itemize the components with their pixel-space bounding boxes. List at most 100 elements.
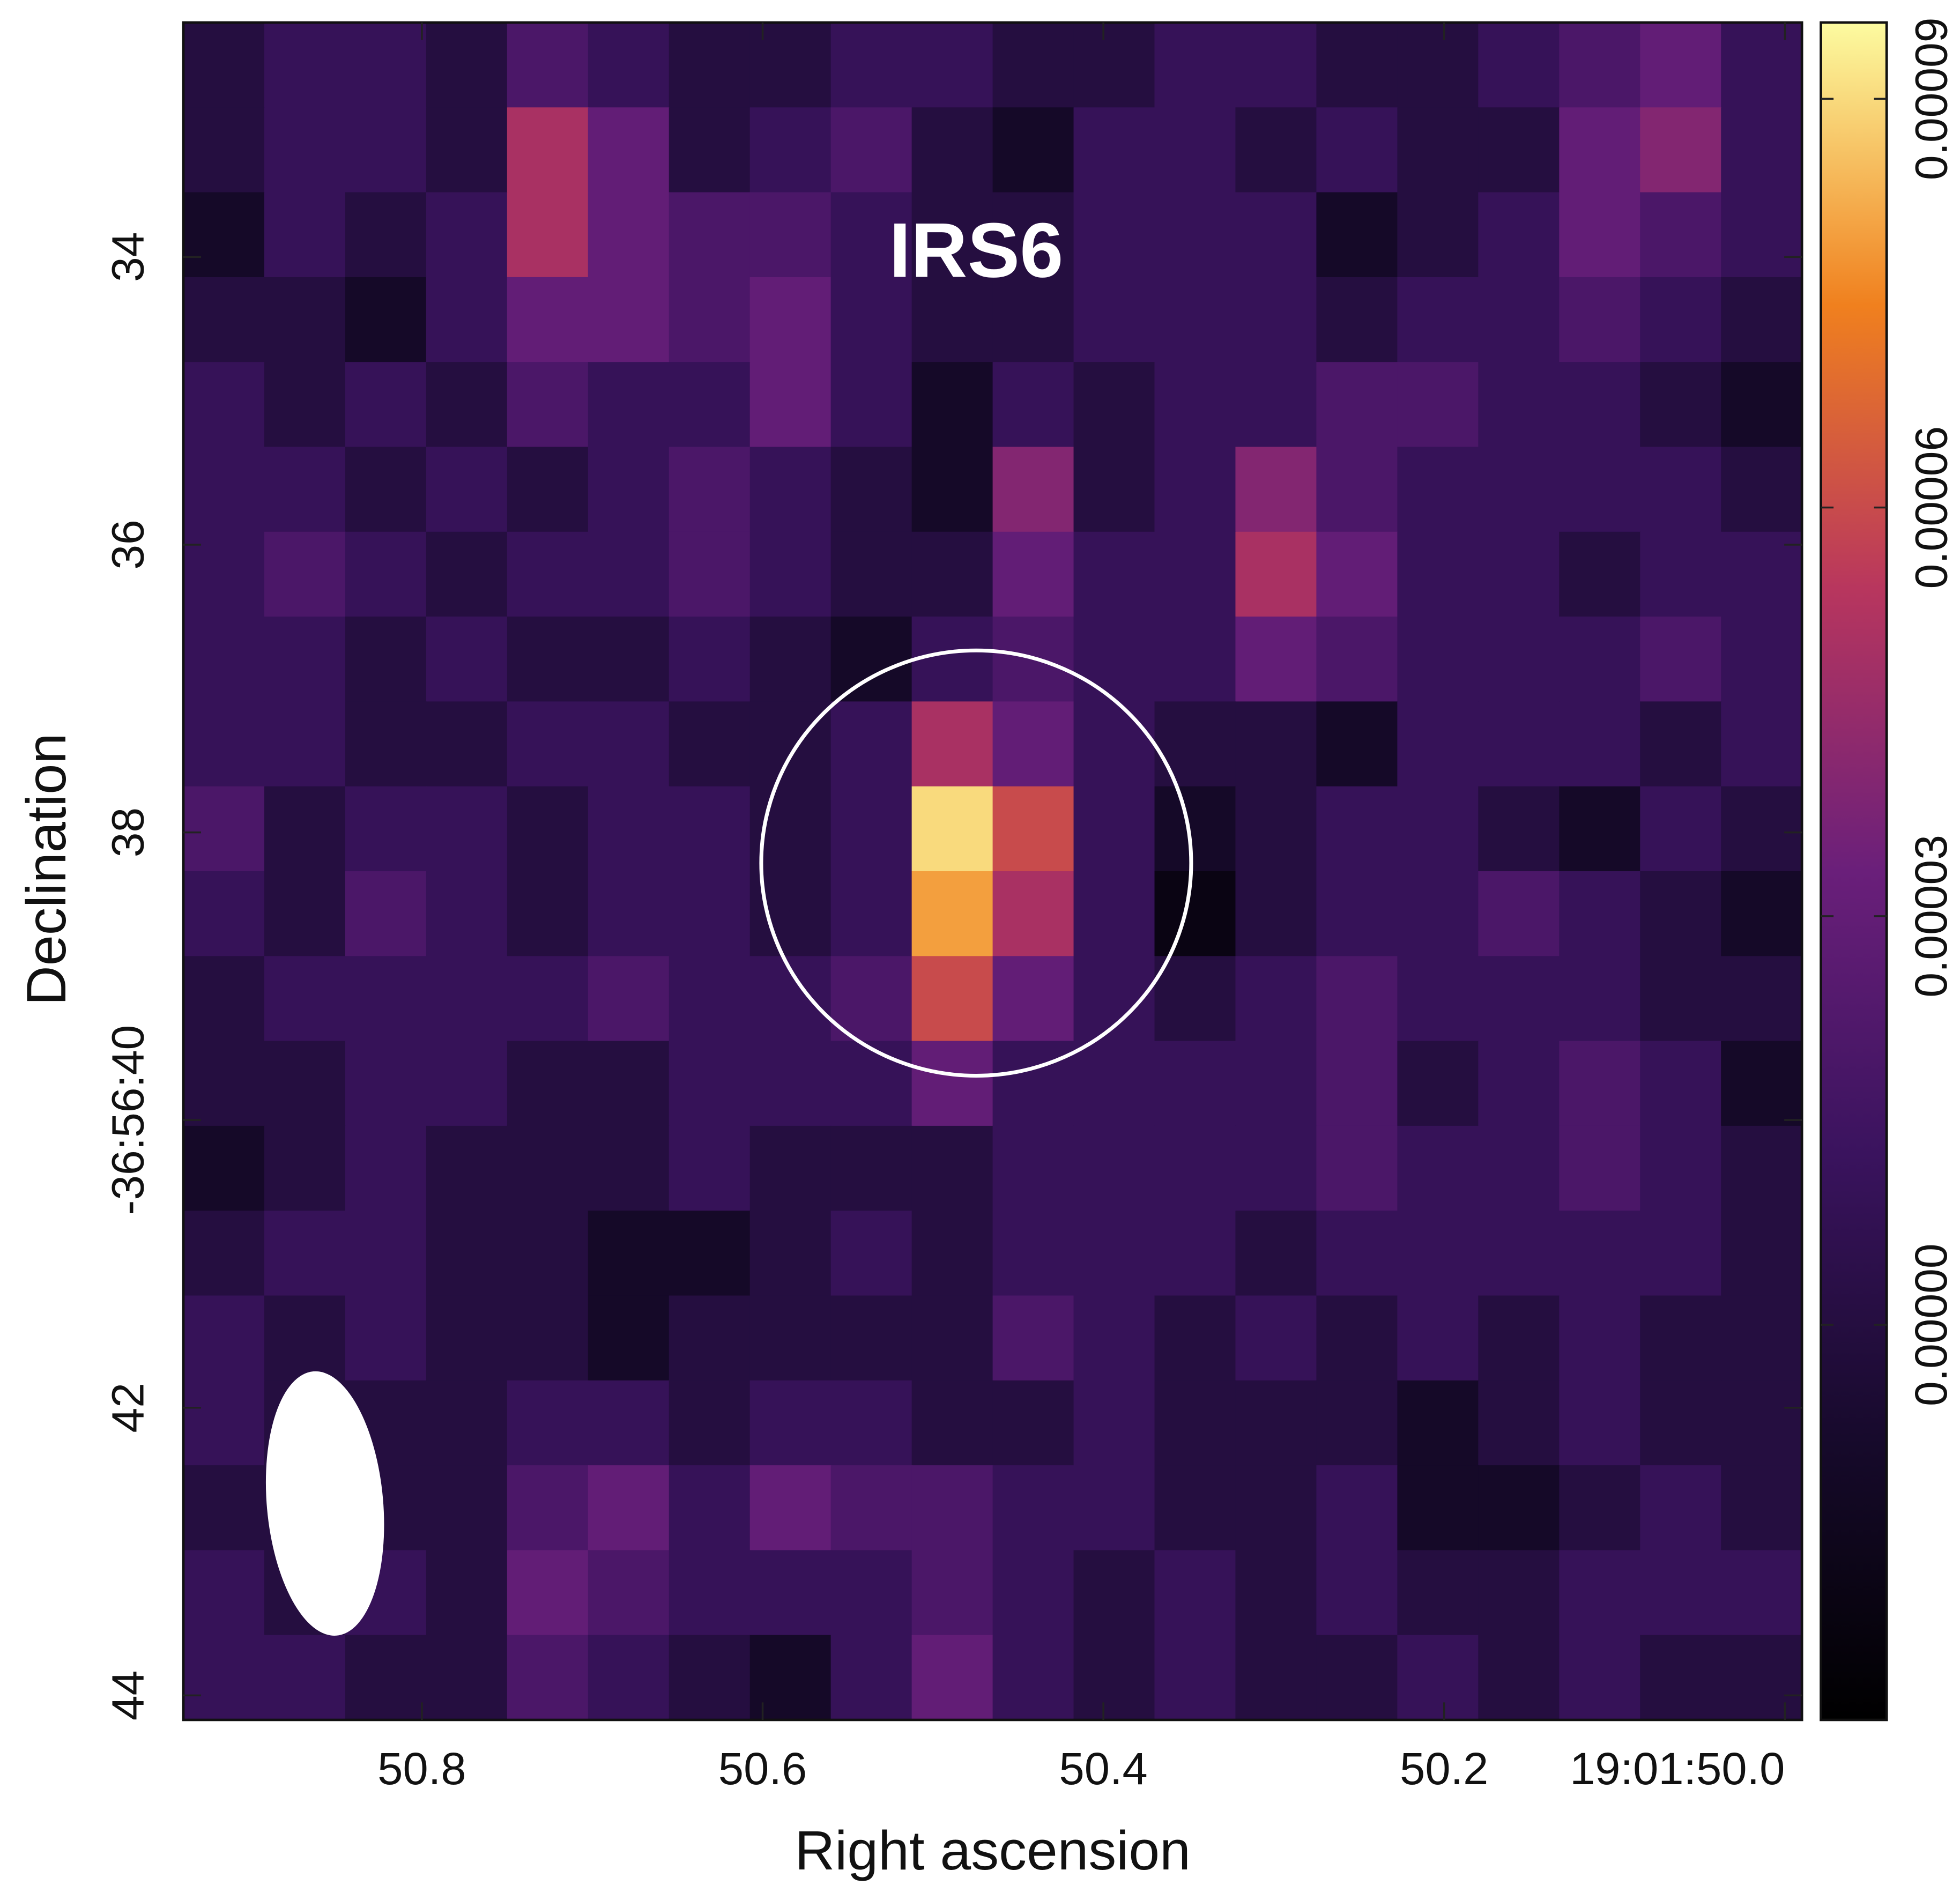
heatmap-cell bbox=[749, 1465, 832, 1551]
heatmap-cell bbox=[749, 362, 832, 448]
heatmap-cell bbox=[1154, 617, 1236, 702]
heatmap-cell bbox=[1640, 1550, 1722, 1636]
heatmap-cell bbox=[183, 1041, 265, 1127]
heatmap-cell bbox=[1559, 1125, 1641, 1212]
heatmap-cell bbox=[183, 1380, 265, 1466]
heatmap-cell bbox=[669, 107, 751, 193]
heatmap-cell bbox=[264, 362, 346, 448]
heatmap-cell bbox=[1478, 1295, 1560, 1382]
heatmap-cell bbox=[911, 1211, 994, 1296]
heatmap-cell bbox=[1721, 1295, 1803, 1382]
heatmap-cell bbox=[1640, 1041, 1722, 1127]
heatmap-cell bbox=[1721, 956, 1803, 1042]
heatmap-cell bbox=[345, 871, 427, 957]
heatmap-cell bbox=[1721, 1635, 1803, 1721]
heatmap-cell bbox=[1478, 362, 1560, 448]
heatmap-cell bbox=[1640, 1211, 1722, 1296]
heatmap-cell bbox=[1397, 447, 1479, 533]
heatmap-cell bbox=[992, 277, 1074, 363]
heatmap-cell bbox=[1721, 447, 1803, 533]
heatmap-cell bbox=[183, 871, 265, 957]
heatmap-cell bbox=[345, 107, 427, 193]
heatmap-cell bbox=[183, 362, 265, 448]
heatmap-cell bbox=[911, 22, 994, 108]
heatmap-cell bbox=[183, 956, 265, 1042]
heatmap-cell bbox=[183, 1635, 265, 1721]
heatmap-cell bbox=[588, 1295, 670, 1382]
heatmap-cell bbox=[1640, 107, 1722, 193]
heatmap-cell bbox=[992, 22, 1074, 108]
heatmap-cell bbox=[992, 1125, 1074, 1212]
heatmap-cell bbox=[1316, 107, 1398, 193]
axes: 50.8 50.6 50.4 50.2 19:01:50.0 34 36 38 -36:56:4… bbox=[102, 18, 1956, 1794]
heatmap-cell bbox=[911, 277, 994, 363]
heatmap-cell bbox=[1640, 362, 1722, 448]
heatmap-cell bbox=[588, 1041, 670, 1127]
heatmap-cell bbox=[669, 22, 751, 108]
heatmap-cell bbox=[911, 1380, 994, 1466]
heatmap-cell bbox=[1316, 871, 1398, 957]
heatmap-cell bbox=[345, 1041, 427, 1127]
heatmap-cell bbox=[507, 956, 589, 1042]
heatmap-cell bbox=[1154, 1380, 1236, 1466]
heatmap-cell bbox=[183, 531, 265, 618]
heatmap-cell bbox=[1721, 1041, 1803, 1127]
y-tick-label: 38 bbox=[102, 807, 153, 857]
x-axis-label: Right ascension bbox=[795, 1820, 1190, 1881]
heatmap-cell bbox=[1478, 1211, 1560, 1296]
heatmap-cell bbox=[830, 277, 913, 363]
source-circle bbox=[759, 648, 1193, 1078]
heatmap-cell bbox=[1397, 362, 1479, 448]
heatmap-cell bbox=[1154, 447, 1236, 533]
heatmap-cell bbox=[1154, 701, 1236, 788]
heatmap-cell bbox=[1235, 1125, 1317, 1212]
heatmap-cell bbox=[264, 956, 346, 1042]
heatmap-cell bbox=[1073, 107, 1155, 193]
heatmap-cell bbox=[588, 1635, 670, 1721]
heatmap-cell bbox=[264, 1295, 346, 1382]
heatmap-cell bbox=[426, 1635, 508, 1721]
heatmap-cell bbox=[588, 1211, 670, 1296]
heatmap-cell bbox=[426, 192, 508, 278]
heatmap-cell bbox=[1559, 1380, 1641, 1466]
heatmap-cell bbox=[1316, 1380, 1398, 1466]
heatmap-cell bbox=[749, 531, 832, 618]
heatmap-cell bbox=[992, 1380, 1074, 1466]
heatmap-cell bbox=[426, 107, 508, 193]
heatmap-cell bbox=[426, 1125, 508, 1212]
heatmap-cell bbox=[1154, 786, 1236, 872]
heatmap-cell bbox=[1721, 871, 1803, 957]
heatmap-cell bbox=[1235, 1041, 1317, 1127]
x-tick-label: 50.6 bbox=[718, 1744, 807, 1794]
heatmap-cell bbox=[1721, 192, 1803, 278]
heatmap-cell bbox=[1073, 362, 1155, 448]
heatmap-cell bbox=[1559, 1295, 1641, 1382]
heatmap-cell bbox=[1397, 1041, 1479, 1127]
heatmap-cell bbox=[830, 871, 913, 957]
heatmap-cell bbox=[911, 701, 994, 788]
heatmap-cell bbox=[992, 871, 1074, 957]
heatmap-cell bbox=[426, 701, 508, 788]
heatmap-cell bbox=[1397, 192, 1479, 278]
heatmap-cell bbox=[345, 1125, 427, 1212]
heatmap-cell bbox=[183, 1550, 265, 1636]
heatmap-cell bbox=[1154, 1465, 1236, 1551]
heatmap-cell bbox=[830, 1465, 913, 1551]
heatmap-cell bbox=[669, 1041, 751, 1127]
heatmap-cell bbox=[830, 701, 913, 788]
heatmap-cell bbox=[1640, 192, 1722, 278]
heatmap-cell bbox=[426, 871, 508, 957]
heatmap-cell bbox=[830, 531, 913, 618]
heatmap-cell bbox=[345, 531, 427, 618]
heatmap-cell bbox=[183, 1125, 265, 1212]
heatmap-cell bbox=[1640, 447, 1722, 533]
heatmap-cell bbox=[1721, 1125, 1803, 1212]
heatmap-cell bbox=[345, 362, 427, 448]
heatmap-cell bbox=[1640, 277, 1722, 363]
heatmap-cell bbox=[749, 617, 832, 702]
heatmap-cell bbox=[426, 362, 508, 448]
y-tick-label: 42 bbox=[102, 1383, 153, 1433]
heatmap-cell bbox=[507, 1211, 589, 1296]
heatmap-cell bbox=[507, 1041, 589, 1127]
heatmap-cell bbox=[507, 1465, 589, 1551]
